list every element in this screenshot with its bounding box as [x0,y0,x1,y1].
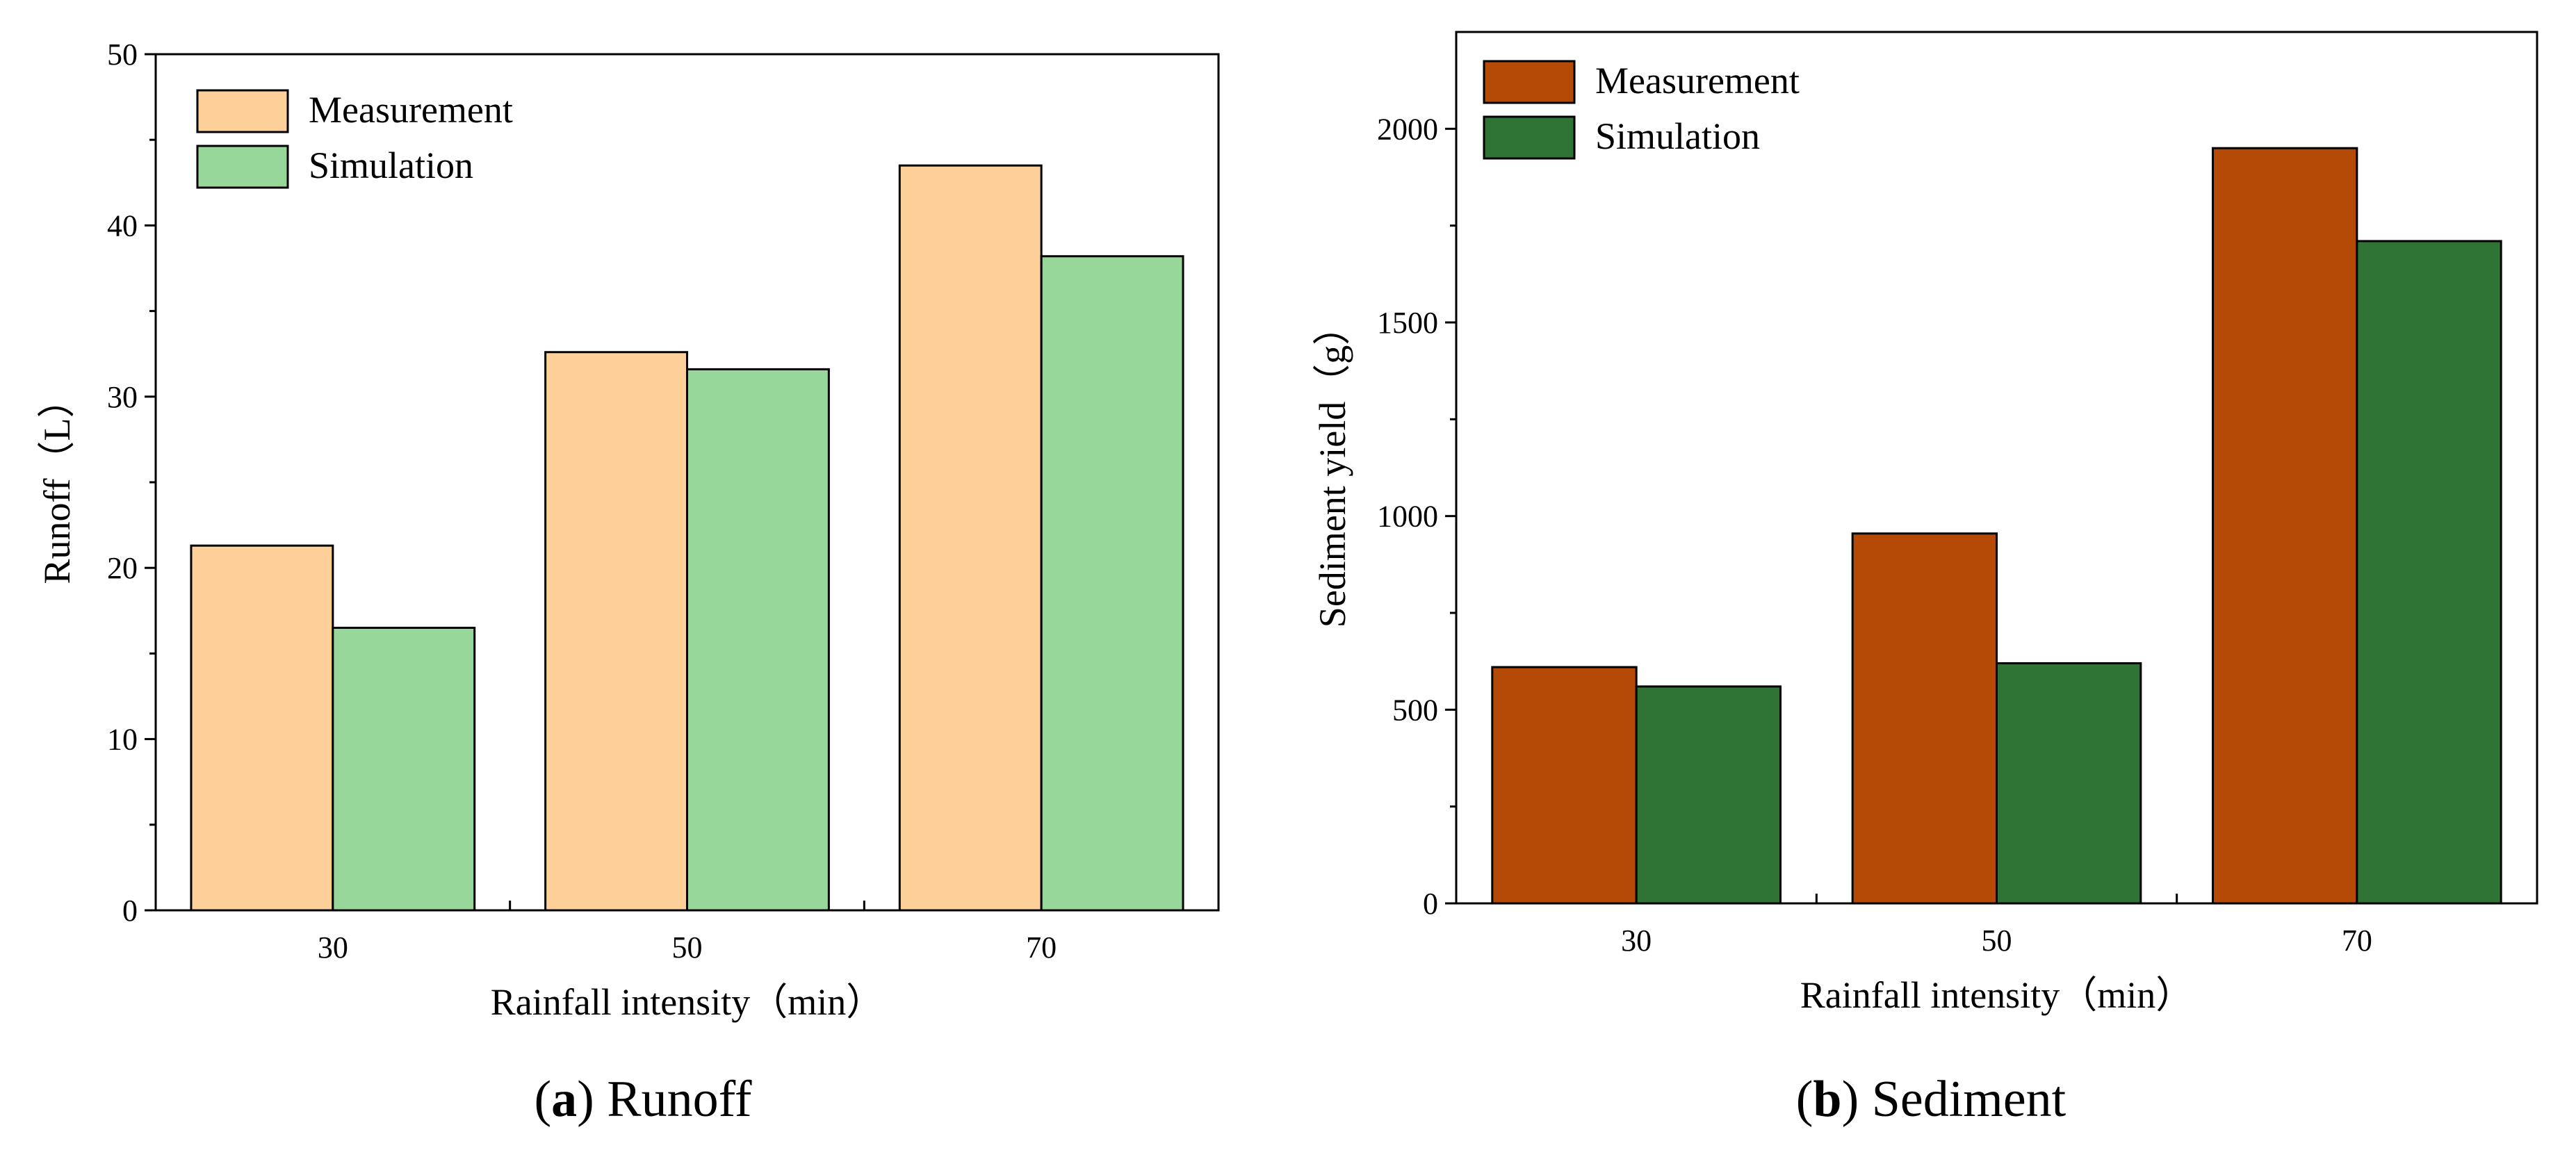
legend-swatch-measurement [1483,60,1576,104]
bar-simulation-30 [332,626,476,912]
legend-label-simulation: Simulation [1595,115,1760,157]
y-tick-label: 0 [122,894,138,928]
y-tick-label: 2000 [1377,112,1438,146]
x-tick-label: 50 [1982,924,2012,958]
y-tick-label: 0 [1423,887,1438,921]
bar-simulation-50 [1996,662,2142,905]
y-tick-label: 40 [107,208,138,243]
bar-measurement-50 [1851,532,1998,905]
bar-measurement-30 [1491,666,1638,905]
y-tick-label: 1000 [1377,500,1438,534]
bar-measurement-50 [544,351,689,912]
runoff-caption: (a) Runoff [534,1071,752,1128]
plot-frame [1455,31,2538,905]
y-tick-label: 20 [107,551,138,585]
caption-text: Runoff [607,1071,752,1128]
sediment-panel: 30 50 70 0 500 1000 1500 2000 Rainfall intensity… [1286,0,2576,1157]
runoff-panel: 30 50 70 0 10 20 30 40 50 Rainfall intensity（min）… [0,0,1286,1157]
bar-measurement-30 [190,544,334,912]
x-axis-label: Rainfall intensity（min） [1800,974,2193,1016]
caption-letter: a [551,1071,578,1128]
y-tick-label: 10 [107,723,138,757]
x-tick-label: 70 [2342,924,2372,958]
bar-simulation-30 [1635,685,1782,905]
legend-swatch-measurement [196,89,289,133]
bar-simulation-70 [1040,255,1184,912]
x-axis-label: Rainfall intensity（min） [491,981,883,1023]
runoff-chart: 30 50 70 0 10 20 30 40 50 Rainfall intensity（min）… [36,38,1220,1023]
legend-label-measurement: Measurement [309,89,513,131]
sediment-chart: 30 50 70 0 500 1000 1500 2000 Rainfall intensity… [1312,31,2538,1016]
bar-simulation-70 [2356,240,2502,905]
y-tick-label: 1500 [1377,306,1438,340]
bar-measurement-70 [898,164,1043,912]
x-tick-label: 30 [318,930,348,965]
x-tick-label: 50 [672,930,703,965]
legend-swatch-simulation [196,145,289,189]
bar-simulation-50 [686,368,830,912]
x-tick-label: 30 [1621,924,1652,958]
y-tick-label: 50 [107,38,138,72]
x-tick-label: 70 [1026,930,1057,965]
y-axis-label: Runoff（L） [36,381,78,584]
bar-measurement-70 [2212,147,2358,905]
y-tick-label: 30 [107,380,138,414]
y-tick-label: 500 [1392,693,1438,727]
sediment-caption: (b) Sediment [1795,1071,2066,1128]
legend-label-measurement: Measurement [1595,60,1800,101]
caption-text: Sediment [1871,1071,2066,1128]
caption-letter: b [1813,1071,1842,1128]
legend-label-simulation: Simulation [309,145,473,186]
y-axis-label: Sediment yield（g） [1312,308,1353,627]
legend-swatch-simulation [1483,115,1576,160]
